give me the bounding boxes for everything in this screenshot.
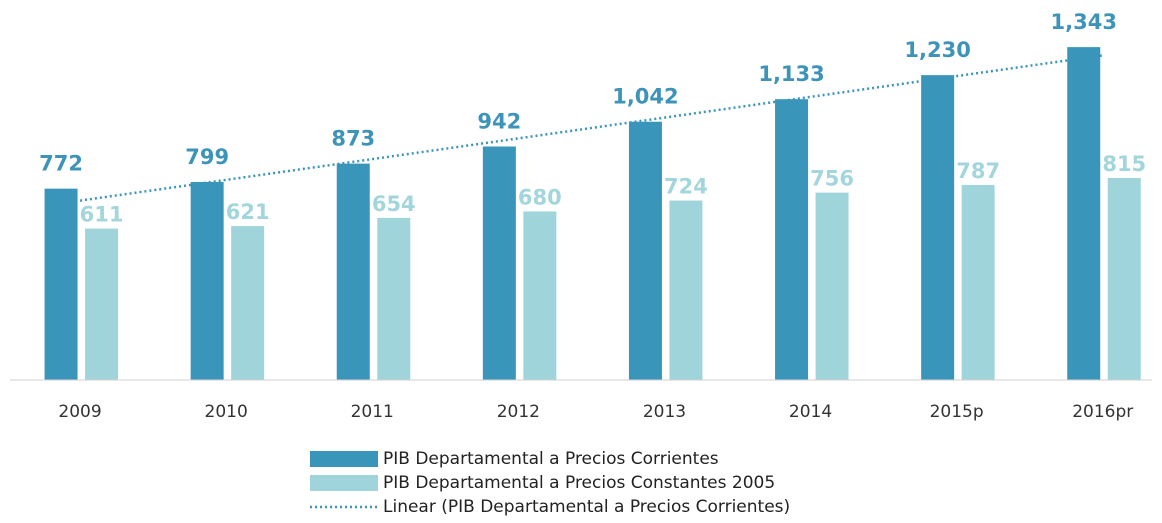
bar (336, 163, 370, 380)
legend-label: Linear (PIB Departamental a Precios Corr… (383, 497, 790, 517)
value-label: 724 (664, 175, 708, 199)
value-label: 611 (80, 203, 124, 227)
value-label: 756 (810, 167, 854, 191)
bar (921, 75, 955, 380)
bar (85, 228, 119, 380)
bar (377, 217, 411, 380)
value-label: 654 (372, 192, 416, 216)
trendline (79, 54, 1103, 202)
x-tick-label: 2014 (789, 402, 832, 422)
value-label: 772 (39, 152, 83, 176)
bar (628, 121, 662, 381)
bar (815, 192, 849, 380)
x-tick-label: 2015p (930, 402, 984, 422)
x-tick-label: 2011 (351, 402, 394, 422)
legend-label: PIB Departamental a Precios Corrientes (383, 449, 719, 469)
value-label: 873 (331, 127, 375, 151)
bar (482, 146, 516, 380)
value-label: 1,343 (1051, 10, 1117, 34)
bar (1067, 47, 1101, 380)
bar (1107, 177, 1141, 380)
x-tick-label: 2009 (58, 402, 101, 422)
legend-label: PIB Departamental a Precios Constantes 2… (383, 473, 775, 493)
bar (190, 181, 224, 380)
value-label: 1,133 (758, 62, 824, 86)
bar (523, 211, 557, 380)
x-tick-label: 2013 (643, 402, 686, 422)
legend-swatch (310, 451, 378, 467)
value-label: 680 (518, 185, 562, 209)
x-tick-label: 2010 (205, 402, 248, 422)
x-tick-label: 2012 (497, 402, 540, 422)
value-label: 621 (226, 200, 270, 224)
bar (44, 188, 78, 380)
value-label: 1,042 (612, 85, 678, 109)
x-tick-label: 2016pr (1072, 402, 1133, 422)
value-label: 1,230 (904, 38, 970, 62)
value-label: 815 (1102, 152, 1146, 176)
bar (961, 184, 995, 380)
bar (669, 200, 703, 380)
value-label: 799 (185, 145, 229, 169)
bar (231, 226, 265, 380)
legend-swatch (310, 475, 378, 491)
value-label: 787 (956, 159, 1000, 183)
bar (775, 99, 809, 380)
value-label: 942 (477, 110, 521, 134)
